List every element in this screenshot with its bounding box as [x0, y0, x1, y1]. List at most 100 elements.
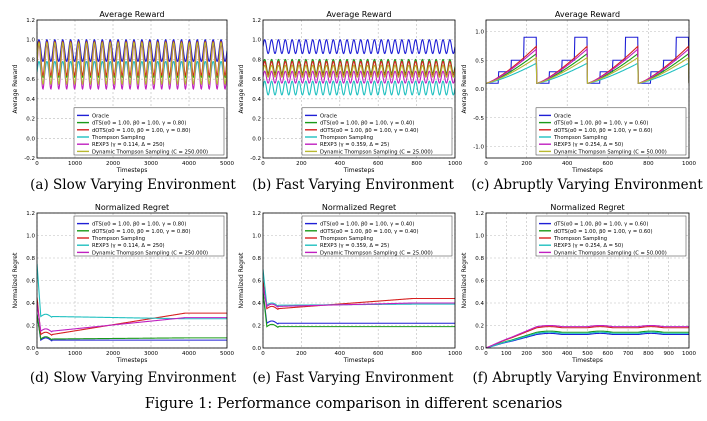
- chart-d: 0 1000 2000 3000 4000 5000 0.0 0.2 0.4 0.6 0.8 1.0 1…: [12, 203, 234, 364]
- series-line-ts: [37, 263, 227, 320]
- legend-label: dOTS(α0 = 1.00, β0 = 1.00, γ = 0.40): [320, 229, 418, 235]
- legend-label: Dynamic Thompson Sampling (C = 50.000): [554, 149, 667, 155]
- x-tick-label: 0: [261, 161, 265, 167]
- y-tick-label: -1.0: [473, 145, 484, 151]
- legend-label: Thompson Sampling: [91, 135, 145, 141]
- series-line-dyn: [486, 56, 689, 84]
- series-line-oracle: [263, 38, 455, 55]
- series-line-dyn: [263, 64, 455, 78]
- y-tick-label: 1.2: [26, 211, 35, 217]
- legend-box: [73, 215, 225, 257]
- chart-a: 0 1000 2000 3000 4000 5000 -0.2 0.0 0.2 0.4 0.6 0.8…: [12, 10, 234, 174]
- y-tick-label: 1.2: [26, 18, 35, 24]
- y-tick-label: 0.8: [26, 256, 35, 262]
- x-tick-label: 2000: [106, 161, 120, 167]
- x-tick-label: 900: [663, 351, 674, 357]
- x-tick-label: 600: [373, 161, 384, 167]
- y-tick-label: -0.2: [24, 156, 35, 162]
- plot-frame: [36, 212, 228, 349]
- x-tick-label: 3000: [144, 351, 158, 357]
- x-axis-label: Timesteps: [571, 357, 603, 364]
- series-line-dyn: [37, 41, 227, 86]
- x-tick-label: 800: [411, 351, 422, 357]
- legend-label: Oracle: [320, 113, 337, 119]
- chart-title: Average Reward: [555, 10, 620, 19]
- x-tick-label: 400: [562, 161, 573, 167]
- chart-title: Normalized Regret: [95, 203, 169, 212]
- y-tick-label: 0.6: [252, 77, 261, 83]
- x-tick-label: 300: [542, 351, 553, 357]
- series-line-oracle: [37, 39, 227, 63]
- legend-label: Dynamic Thompson Sampling (C = 50.000): [554, 250, 667, 256]
- x-tick-label: 1000: [68, 351, 82, 357]
- x-tick-label: 5000: [220, 351, 234, 357]
- plot-frame: [485, 19, 690, 159]
- y-tick-label: 0.4: [475, 301, 484, 307]
- legend-label: dOTS(α0 = 1.00, β0 = 1.00, γ = 0.80): [92, 128, 190, 134]
- chart-f: 0 100 200 300 400 500 600 700 800 900 1000 0.0 0.2 0.…: [461, 203, 696, 364]
- series-line-dts: [486, 330, 689, 348]
- x-tick-label: 2000: [106, 351, 120, 357]
- y-tick-label: 0.0: [252, 136, 261, 142]
- y-axis-label: Normalized Regret: [12, 252, 19, 308]
- y-tick-label: 0.4: [252, 97, 261, 103]
- caption-c: (c) Abruptly Varying Environment: [471, 177, 703, 193]
- series-line-rexp3: [263, 286, 455, 308]
- y-tick-label: 0.2: [26, 117, 35, 123]
- legend-box: [301, 107, 453, 156]
- y-axis-label: Normalized Regret: [461, 252, 468, 308]
- x-tick-label: 800: [643, 161, 654, 167]
- y-tick-label: 1.2: [252, 211, 261, 217]
- chart-c: 0 200 400 600 800 1000 -1.0 -0.5 0.0 0.5 1.0 Averag…: [461, 10, 696, 174]
- y-tick-label: 1.0: [26, 234, 35, 240]
- y-tick-label: -0.5: [473, 116, 484, 122]
- y-tick-label: 0.0: [26, 136, 35, 142]
- plot-frame: [36, 19, 228, 159]
- y-tick-label: 0.0: [26, 346, 35, 352]
- plot-frame: [262, 212, 456, 349]
- y-axis-label: Average Reward: [238, 64, 245, 113]
- legend-label: Thompson Sampling: [553, 135, 607, 141]
- chart-b: 0 200 400 600 800 1000 -0.2 0.0 0.2 0.4 0.6 0.8 1.0 1…: [238, 10, 462, 174]
- y-tick-label: 0.0: [475, 346, 484, 352]
- y-tick-label: 1.0: [475, 30, 484, 36]
- x-tick-label: 0: [35, 161, 39, 167]
- series-line-oracle: [37, 314, 227, 342]
- legend-label: Oracle: [554, 113, 571, 119]
- legend-label: REXP3 (γ = 0.254, Δ = 50): [554, 142, 623, 148]
- x-tick-label: 400: [335, 161, 346, 167]
- legend-label: Dynamic Thompson Sampling (C = 250.000): [92, 149, 208, 155]
- series-line-dts: [37, 314, 227, 341]
- legend-label: dTS(α0 = 1.00, β0 = 1.00, γ = 0.60): [554, 222, 648, 228]
- x-tick-label: 4000: [182, 161, 196, 167]
- legend-label: Dynamic Thompson Sampling (C = 250.000): [92, 250, 208, 256]
- x-tick-label: 0: [484, 161, 488, 167]
- y-tick-label: 1.0: [475, 234, 484, 240]
- x-tick-label: 0: [261, 351, 265, 357]
- y-tick-label: 1.0: [252, 38, 261, 44]
- figure-caption: Figure 1: Performance comparison in diff…: [144, 396, 563, 412]
- x-tick-label: 1000: [448, 161, 462, 167]
- x-tick-label: 600: [603, 161, 614, 167]
- legend-label: REXP3 (γ = 0.359, Δ = 25): [320, 142, 389, 148]
- legend-label: dTS(α0 = 1.00, β0 = 1.00, γ = 0.80): [92, 222, 186, 228]
- y-tick-label: 0.8: [475, 256, 484, 262]
- y-tick-label: 0.0: [252, 346, 261, 352]
- y-tick-label: 0.8: [252, 57, 261, 63]
- x-tick-label: 200: [296, 351, 307, 357]
- x-tick-label: 0: [484, 351, 488, 357]
- legend-label: Thompson Sampling: [553, 236, 607, 242]
- x-tick-label: 1000: [448, 351, 462, 357]
- x-tick-label: 200: [521, 351, 532, 357]
- x-tick-label: 800: [411, 161, 422, 167]
- series-line-ts: [263, 80, 455, 96]
- x-axis-label: Timesteps: [343, 357, 375, 364]
- series-line-ddts: [37, 297, 227, 336]
- legend-label: Dynamic Thompson Sampling (C = 25.000): [320, 149, 433, 155]
- x-tick-label: 0: [35, 351, 39, 357]
- y-tick-label: 1.2: [252, 18, 261, 24]
- plot-frame: [262, 19, 456, 159]
- y-axis-label: Average Reward: [12, 64, 19, 113]
- y-axis-label: Normalized Regret: [238, 252, 245, 308]
- y-tick-label: 0.2: [26, 324, 35, 330]
